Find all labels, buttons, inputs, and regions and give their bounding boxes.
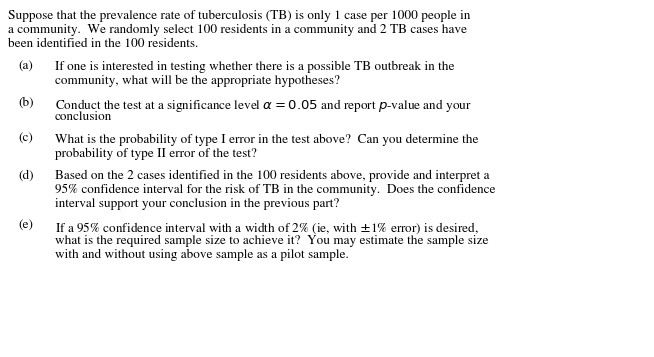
Text: (a): (a): [18, 61, 33, 72]
Text: (b): (b): [18, 97, 33, 109]
Text: a community.  We randomly select 100 residents in a community and 2 TB cases hav: a community. We randomly select 100 resi…: [8, 24, 467, 36]
Text: (e): (e): [18, 220, 33, 232]
Text: community, what will be the appropriate hypotheses?: community, what will be the appropriate …: [55, 75, 340, 87]
Text: conclusion: conclusion: [55, 111, 112, 123]
Text: been identified in the 100 residents.: been identified in the 100 residents.: [8, 39, 198, 50]
Text: 95% confidence interval for the risk of TB in the community.  Does the confidenc: 95% confidence interval for the risk of …: [55, 184, 496, 196]
Text: with and without using above sample as a pilot sample.: with and without using above sample as a…: [55, 249, 349, 261]
Text: Conduct the test at a significance level $\alpha = 0.05$ and report $p$-value an: Conduct the test at a significance level…: [55, 97, 472, 114]
Text: what is the required sample size to achieve it?  You may estimate the sample siz: what is the required sample size to achi…: [55, 235, 489, 247]
Text: If a 95% confidence interval with a width of 2% (ie, with $\pm$1% error) is desi: If a 95% confidence interval with a widt…: [55, 220, 479, 236]
Text: probability of type II error of the test?: probability of type II error of the test…: [55, 147, 257, 160]
Text: Based on the 2 cases identified in the 100 residents above, provide and interpre: Based on the 2 cases identified in the 1…: [55, 170, 489, 182]
Text: Suppose that the prevalence rate of tuberculosis (TB) is only 1 case per 1000 pe: Suppose that the prevalence rate of tube…: [8, 10, 470, 22]
Text: interval support your conclusion in the previous part?: interval support your conclusion in the …: [55, 198, 339, 210]
Text: What is the probability of type I error in the test above?  Can you determine th: What is the probability of type I error …: [55, 134, 479, 146]
Text: If one is interested in testing whether there is a possible TB outbreak in the: If one is interested in testing whether …: [55, 61, 455, 73]
Text: (c): (c): [18, 134, 33, 145]
Text: (d): (d): [18, 170, 33, 182]
